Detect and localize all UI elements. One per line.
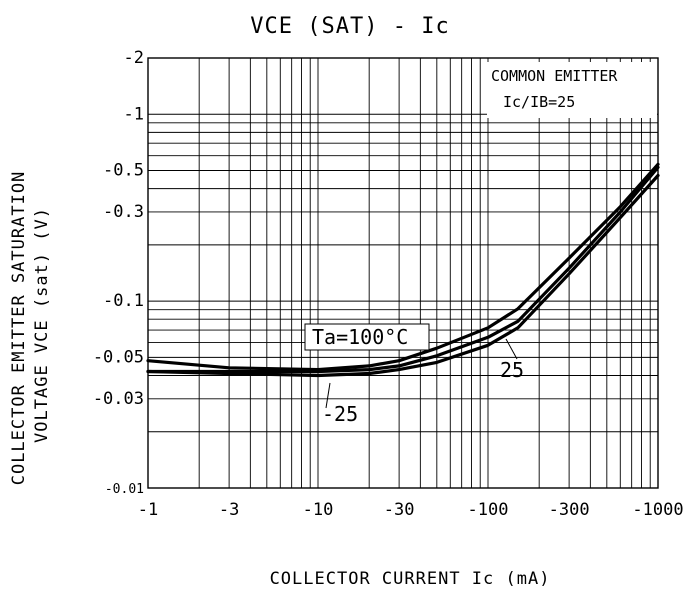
annotation-ta100: Ta=100°C: [304, 323, 430, 351]
series-line-1: [146, 165, 660, 374]
y-tick-label: -0.01: [105, 482, 144, 497]
legend-line-2: Ic/IB=25: [503, 93, 575, 111]
x-tick-label: -100: [468, 500, 509, 520]
legend-line-1: COMMON EMITTER: [491, 67, 618, 85]
grid-lines: [148, 58, 658, 488]
x-tick-label: -10: [303, 500, 334, 520]
chart-title: VCE (SAT) - Ic: [250, 14, 449, 39]
x-tick-label: -3: [219, 500, 239, 520]
x-tick-label: -1: [138, 500, 158, 520]
legend-box: COMMON EMITTER Ic/IB=25: [487, 62, 657, 118]
annotation-25-label: 25: [500, 358, 524, 382]
annotation-minus25-label: -25: [322, 402, 358, 426]
y-tick-label: -0.05: [93, 347, 144, 367]
series-line-2: [146, 173, 660, 378]
series-line-0: [146, 162, 660, 372]
y-tick-label: -2: [124, 48, 144, 68]
y-tick-label: -0.1: [103, 291, 144, 311]
annotation-25: 25: [500, 338, 524, 382]
y-axis-label: COLLECTOR EMITTER SATURATION VOLTAGE VCE…: [9, 171, 52, 486]
y-tick-label: -0.5: [103, 161, 144, 181]
y-tick-labels: -2 -1 -0.5 -0.3 -0.1 -0.05 -0.03 -0.01: [93, 48, 144, 497]
plot-frame: [147, 57, 659, 489]
annotation-minus25: -25: [322, 382, 358, 426]
x-tick-labels: -1 -3 -10 -30 -100 -300 -1000: [138, 500, 684, 520]
x-tick-label: -30: [384, 500, 415, 520]
series-lines: [146, 162, 660, 378]
y-tick-label: -0.3: [103, 202, 144, 222]
y-tick-label: -1: [124, 104, 144, 124]
y-axis-label-line1: COLLECTOR EMITTER SATURATION: [9, 171, 29, 486]
x-tick-label: -300: [549, 500, 590, 520]
y-tick-label: -0.03: [93, 389, 144, 409]
y-axis-label-line2: VOLTAGE VCE (sat) (V): [32, 207, 52, 443]
x-axis-label: COLLECTOR CURRENT Ic (mA): [270, 569, 551, 589]
annotation-ta100-label: Ta=100°C: [312, 325, 408, 349]
x-tick-label: -1000: [632, 500, 683, 520]
